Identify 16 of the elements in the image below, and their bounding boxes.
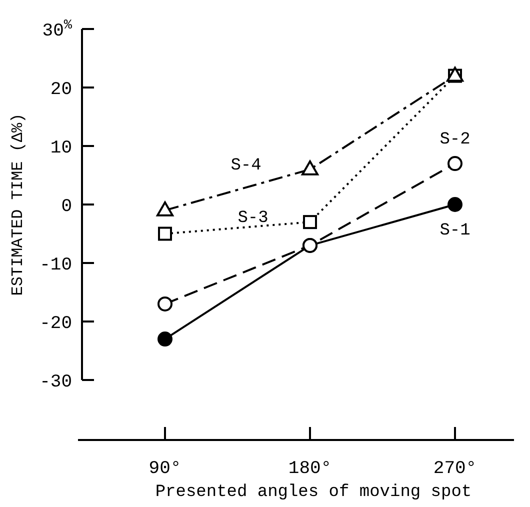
y-tick-label: 10 <box>50 138 72 158</box>
series-label: S-3 <box>238 208 268 228</box>
series-label: S-4 <box>230 156 262 176</box>
x-axis-title: Presented angles of moving spot <box>155 483 472 502</box>
x-tick-label: 270° <box>433 459 477 479</box>
x-tick-label: 90° <box>148 459 182 479</box>
x-tick-label: 180° <box>288 459 332 479</box>
y-tick-label: 0 <box>61 196 72 217</box>
y-tick-label: -30 <box>40 372 72 392</box>
y-tick-label: -10 <box>40 255 72 276</box>
series-label: S-1 <box>440 222 470 240</box>
series-label: S-2 <box>440 130 470 150</box>
y-tick-label: 30$^{%}$ <box>42 18 73 42</box>
y-tick-label: 20 <box>50 80 72 100</box>
y-tick-label: -20 <box>40 314 72 334</box>
y-axis-title: ESTIMATED TIME (Δ%) <box>9 113 27 296</box>
